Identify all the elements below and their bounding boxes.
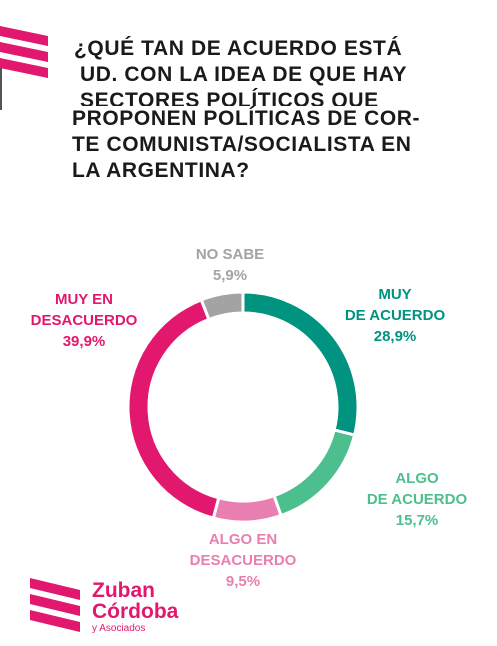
slice-label-algo-de-acuerdo: ALGO DE ACUERDO 15,7% [367,468,467,531]
logo-tagline: y Asociados [92,623,146,634]
slice-label-line: DESACUERDO [189,552,297,569]
slice-label-muy-en-desacuerdo: MUY EN DESACUERDO 39,9% [31,289,138,352]
slice-label-line: DE ACUERDO [344,307,446,324]
slice-label-muy-de-acuerdo: MUY DE ACUERDO 28,9% [345,284,445,347]
left-edge-rule [0,60,2,110]
slice-value: 9,5% [225,573,261,590]
slice-label-line: NO SABE [195,246,265,263]
slice-label-line: ALGO [395,470,439,487]
donut-slice [272,428,357,518]
slice-value: 15,7% [395,512,439,529]
slice-value: 28,9% [373,328,417,345]
donut-slice [199,290,245,322]
slice-label-line: DESACUERDO [30,312,138,329]
slice-label-line: DE ACUERDO [366,491,468,508]
logo-word: Zuban [92,579,155,602]
slice-label-line: MUY EN [54,291,114,308]
slice-value: 39,9% [62,333,106,350]
zuban-cordoba-logo-icon [30,578,80,632]
title-line: UD. CON LA IDEA DE QUE HAY [80,63,408,86]
question-title: ¿QUÉ TAN DE ACUERDO ESTÁ UD. CON LA IDEA… [72,36,474,184]
slice-label-no-sabe: NO SABE 5,9% [196,244,264,286]
brand-stripes-icon [0,26,48,78]
logo-wordmark: Zuban Córdoba y Asociados [92,580,178,635]
slice-label-line: MUY [378,286,412,303]
slice-label-line: ALGO EN [208,531,278,548]
donut-slice [241,290,360,437]
donut-slice [211,493,283,524]
logo-word: Córdoba [92,600,179,623]
title-line: LA ARGENTINA? [72,159,250,182]
slice-value: 5,9% [212,267,248,284]
title-line: TE COMUNISTA/SOCIALISTA EN [72,133,412,156]
title-line: PROPONEN POLÍTICAS DE COR- [72,107,421,130]
slice-label-algo-en-desacuerdo: ALGO EN DESACUERDO 9,5% [190,529,297,592]
title-line: SECTORES POLÍTICOS QUE [80,89,379,106]
donut-slice [126,297,221,520]
title-line: ¿QUÉ TAN DE ACUERDO ESTÁ [74,37,403,60]
